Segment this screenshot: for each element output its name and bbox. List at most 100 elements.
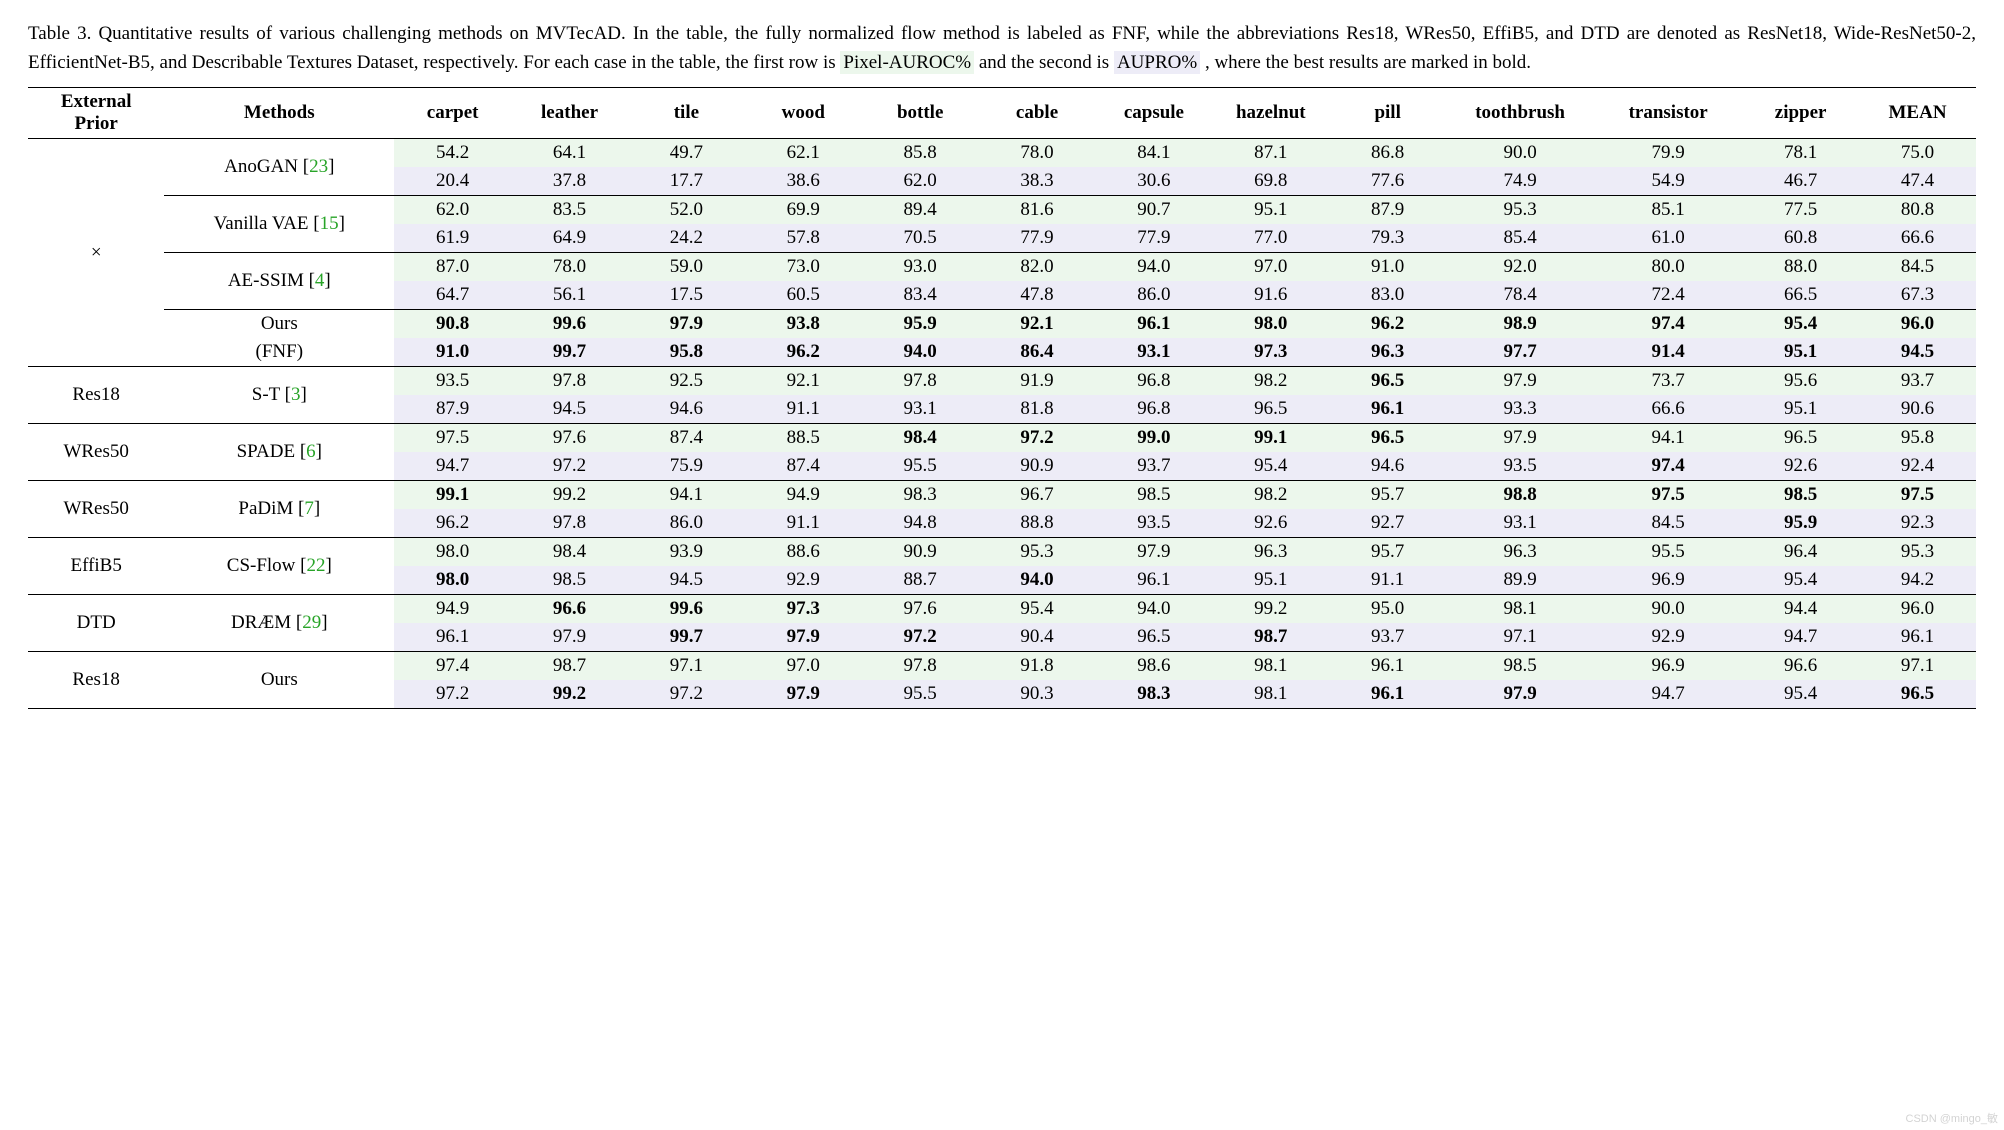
value-cell: 24.2 — [628, 224, 745, 253]
value-cell: 93.5 — [1446, 452, 1594, 481]
header-col: pill — [1329, 88, 1446, 139]
value-cell: 64.9 — [511, 224, 628, 253]
value-cell: 85.4 — [1446, 224, 1594, 253]
citation-link[interactable]: 3 — [291, 384, 301, 405]
value-cell: 99.7 — [511, 338, 628, 367]
value-cell: 91.1 — [1329, 566, 1446, 595]
header-col: capsule — [1095, 88, 1212, 139]
value-cell: 93.1 — [862, 395, 979, 424]
value-cell: 96.5 — [1212, 395, 1329, 424]
value-cell: 84.5 — [1859, 253, 1976, 282]
value-cell: 93.0 — [862, 253, 979, 282]
value-cell: 92.3 — [1859, 509, 1976, 538]
value-cell: 69.9 — [745, 196, 862, 225]
value-cell: 97.5 — [1594, 481, 1742, 509]
value-cell: 96.1 — [1095, 566, 1212, 595]
value-cell: 95.4 — [1212, 452, 1329, 481]
table-caption: Table 3. Quantitative results of various… — [28, 20, 1976, 77]
value-cell: 93.5 — [1095, 509, 1212, 538]
table-row: Res18S-T [3]93.597.892.592.197.891.996.8… — [28, 367, 1976, 395]
caption-metric-aupro: AUPRO% — [1114, 51, 1200, 74]
header-col: zipper — [1742, 88, 1859, 139]
value-cell: 95.6 — [1742, 367, 1859, 395]
value-cell: 91.0 — [1329, 253, 1446, 282]
value-cell: 77.9 — [1095, 224, 1212, 253]
value-cell: 95.7 — [1329, 538, 1446, 566]
value-cell: 90.3 — [979, 680, 1096, 709]
value-cell: 56.1 — [511, 281, 628, 310]
value-cell: 98.1 — [1212, 680, 1329, 709]
value-cell: 95.1 — [1212, 566, 1329, 595]
header-col: bottle — [862, 88, 979, 139]
value-cell: 96.0 — [1859, 595, 1976, 623]
prior-cell: Res18 — [28, 652, 164, 709]
value-cell: 98.9 — [1446, 310, 1594, 339]
citation-link[interactable]: 23 — [309, 156, 328, 177]
header-col: MEAN — [1859, 88, 1976, 139]
value-cell: 81.6 — [979, 196, 1096, 225]
value-cell: 94.2 — [1859, 566, 1976, 595]
value-cell: 83.5 — [511, 196, 628, 225]
value-cell: 94.0 — [862, 338, 979, 367]
value-cell: 95.9 — [862, 310, 979, 339]
value-cell: 97.0 — [745, 652, 862, 680]
citation-link[interactable]: 22 — [306, 555, 325, 576]
table-row: ×AnoGAN [23]54.264.149.762.185.878.084.1… — [28, 139, 1976, 168]
value-cell: 62.1 — [745, 139, 862, 168]
value-cell: 93.7 — [1859, 367, 1976, 395]
value-cell: 90.6 — [1859, 395, 1976, 424]
value-cell: 97.5 — [394, 424, 511, 452]
value-cell: 84.5 — [1594, 509, 1742, 538]
prior-cell: EffiB5 — [28, 538, 164, 595]
value-cell: 96.5 — [1329, 424, 1446, 452]
value-cell: 94.8 — [862, 509, 979, 538]
value-cell: 73.7 — [1594, 367, 1742, 395]
value-cell: 84.1 — [1095, 139, 1212, 168]
value-cell: 95.5 — [862, 452, 979, 481]
value-cell: 37.8 — [511, 167, 628, 196]
value-cell: 98.2 — [1212, 367, 1329, 395]
header-col: transistor — [1594, 88, 1742, 139]
value-cell: 97.2 — [628, 680, 745, 709]
value-cell: 92.6 — [1742, 452, 1859, 481]
value-cell: 94.6 — [628, 395, 745, 424]
value-cell: 90.9 — [979, 452, 1096, 481]
value-cell: 98.7 — [1212, 623, 1329, 652]
value-cell: 94.5 — [1859, 338, 1976, 367]
method-cell: AE-SSIM [4] — [164, 253, 394, 310]
header-col: carpet — [394, 88, 511, 139]
value-cell: 60.8 — [1742, 224, 1859, 253]
citation-link[interactable]: 6 — [306, 441, 316, 462]
value-cell: 85.1 — [1594, 196, 1742, 225]
value-cell: 96.1 — [1329, 395, 1446, 424]
value-cell: 79.3 — [1329, 224, 1446, 253]
value-cell: 30.6 — [1095, 167, 1212, 196]
value-cell: 98.0 — [394, 538, 511, 566]
value-cell: 97.7 — [1446, 338, 1594, 367]
citation-link[interactable]: 29 — [302, 612, 321, 633]
watermark-text: CSDN @mingo_敏 — [1906, 1110, 1998, 1126]
value-cell: 78.0 — [979, 139, 1096, 168]
citation-link[interactable]: 4 — [315, 270, 325, 291]
value-cell: 89.4 — [862, 196, 979, 225]
value-cell: 78.1 — [1742, 139, 1859, 168]
value-cell: 17.7 — [628, 167, 745, 196]
value-cell: 81.8 — [979, 395, 1096, 424]
value-cell: 91.1 — [745, 509, 862, 538]
value-cell: 98.1 — [1446, 595, 1594, 623]
header-prior: ExternalPrior — [28, 88, 164, 139]
table-row: DTDDRÆM [29]94.996.699.697.397.695.494.0… — [28, 595, 1976, 623]
value-cell: 95.4 — [1742, 680, 1859, 709]
value-cell: 97.6 — [511, 424, 628, 452]
value-cell: 96.5 — [1742, 424, 1859, 452]
value-cell: 62.0 — [862, 167, 979, 196]
value-cell: 97.1 — [1446, 623, 1594, 652]
citation-link[interactable]: 15 — [320, 213, 339, 234]
value-cell: 99.0 — [1095, 424, 1212, 452]
value-cell: 98.7 — [511, 652, 628, 680]
citation-link[interactable]: 7 — [304, 498, 314, 519]
value-cell: 95.3 — [1446, 196, 1594, 225]
value-cell: 97.1 — [628, 652, 745, 680]
value-cell: 93.7 — [1329, 623, 1446, 652]
value-cell: 95.1 — [1212, 196, 1329, 225]
